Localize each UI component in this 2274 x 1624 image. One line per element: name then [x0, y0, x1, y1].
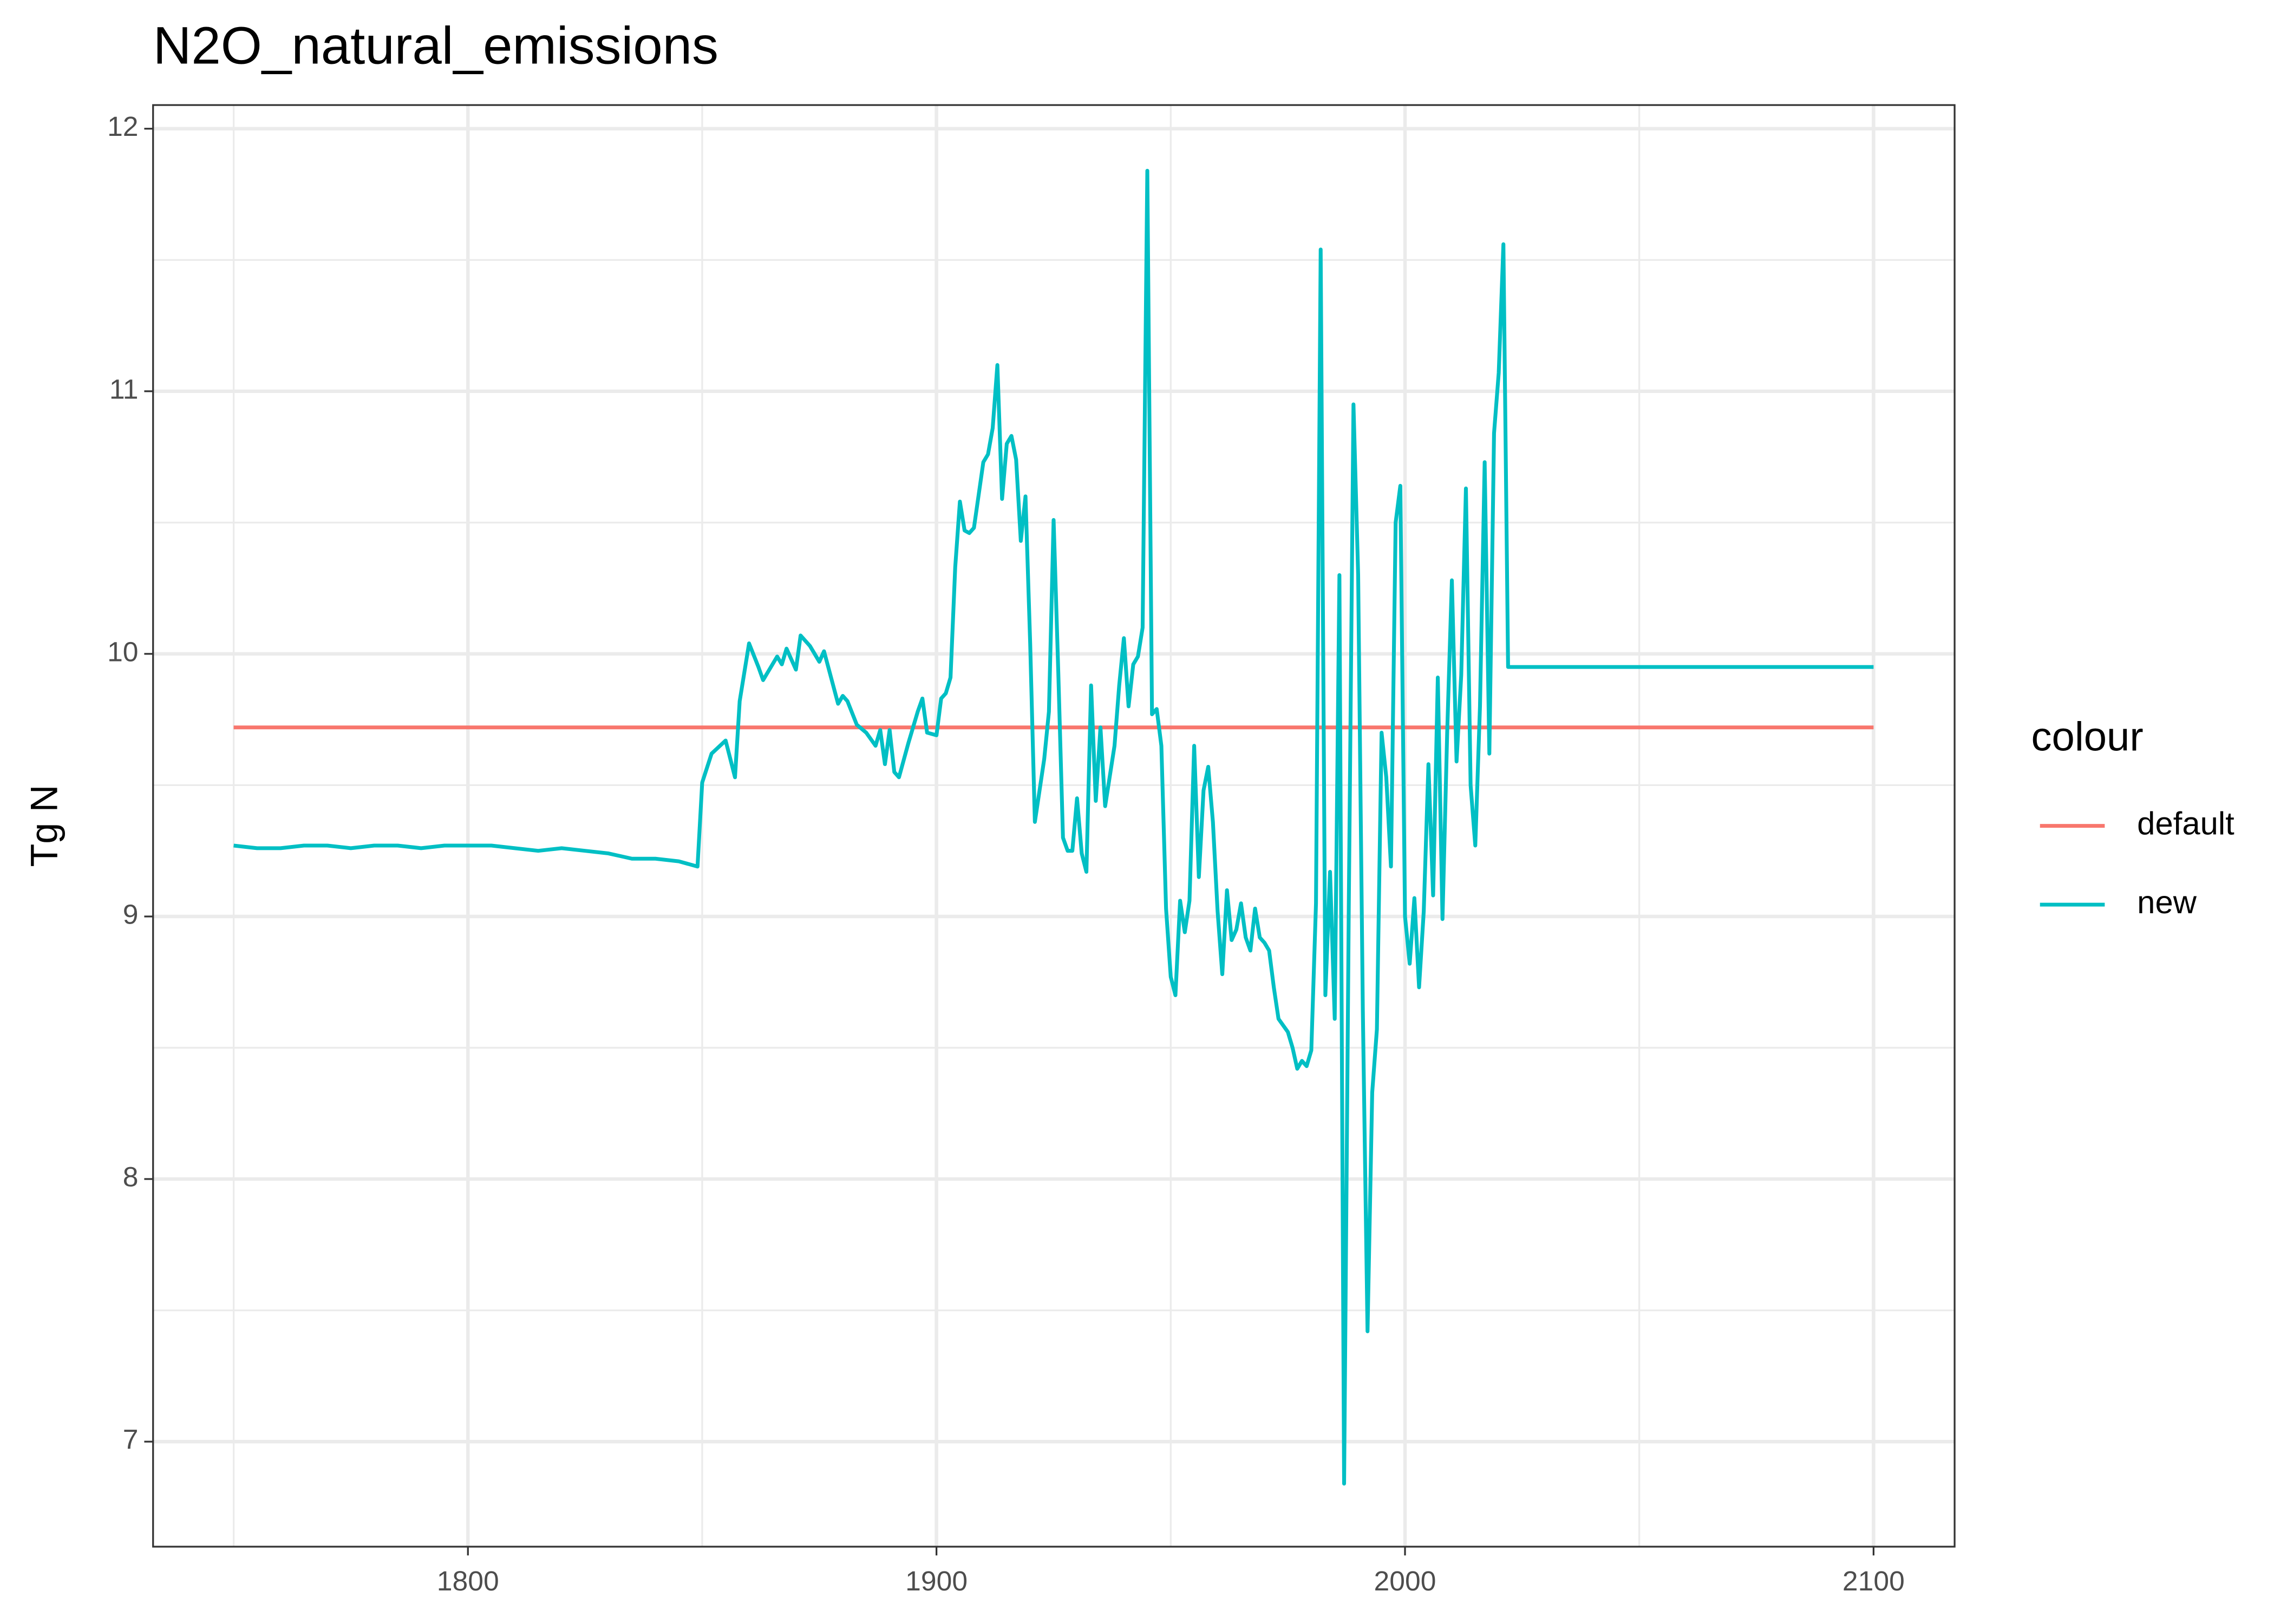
legend-label: new: [2137, 884, 2197, 920]
legend-label: default: [2137, 806, 2234, 842]
y-tick-label: 10: [107, 636, 138, 667]
chart-title: N2O_natural_emissions: [153, 16, 718, 75]
x-tick-label: 1800: [437, 1565, 499, 1596]
x-tick-label: 2100: [1842, 1565, 1905, 1596]
y-tick-label: 8: [123, 1161, 139, 1193]
y-tick-label: 9: [123, 899, 139, 930]
series-line: [233, 168, 1874, 1486]
x-tick-label: 1900: [905, 1565, 968, 1596]
plot-border: [152, 104, 1956, 1548]
y-tick-label: 12: [107, 110, 138, 142]
y-axis-label: Tg N: [22, 785, 65, 867]
x-tick-label: 2000: [1374, 1565, 1436, 1596]
legend-title: colour: [2031, 714, 2143, 760]
y-tick-label: 7: [123, 1424, 139, 1455]
y-tick-label: 11: [109, 374, 139, 405]
